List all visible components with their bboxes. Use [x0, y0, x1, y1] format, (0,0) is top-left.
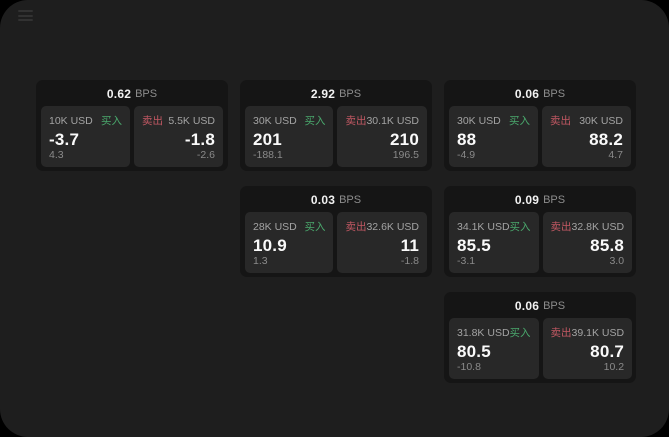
sell-amount: 32.6K USD: [366, 221, 419, 233]
quote-card: 0.09 BPS 34.1K USD 买入 85.5 -3.1 卖出 32.8K…: [444, 186, 636, 277]
sell-panel[interactable]: 卖出 5.5K USD -1.8 -2.6: [134, 106, 223, 167]
menu-icon[interactable]: [18, 10, 33, 21]
buy-panel[interactable]: 10K USD 买入 -3.7 4.3: [41, 106, 130, 167]
quote-card: 2.92 BPS 30K USD 买入 201 -188.1 卖出 30.1K …: [240, 80, 432, 171]
bps-unit-label: BPS: [135, 87, 158, 100]
buy-panel[interactable]: 34.1K USD 买入 85.5 -3.1: [449, 212, 539, 273]
sell-delta: -1.8: [400, 255, 419, 267]
bps-value: 2.92: [310, 86, 336, 101]
bps-value: 0.06: [514, 298, 540, 313]
buy-side-label: 买入: [101, 115, 122, 127]
sell-price: 11: [400, 236, 419, 255]
buy-price: 88: [457, 130, 477, 149]
card-body: 30K USD 买入 88 -4.9 卖出 30K USD 88.2 4.7: [444, 106, 636, 167]
sell-panel[interactable]: 卖出 32.8K USD 85.8 3.0: [542, 212, 633, 273]
card-header: 0.06 BPS: [444, 80, 636, 106]
card-header: 0.06 BPS: [444, 292, 636, 318]
card-header: 0.09 BPS: [444, 186, 636, 212]
buy-amount: 31.8K USD: [457, 327, 510, 339]
sell-side-label: 卖出: [550, 221, 572, 233]
card-body: 31.8K USD 买入 80.5 -10.8 卖出 39.1K USD 80.…: [444, 318, 636, 379]
card-body: 10K USD 买入 -3.7 4.3 卖出 5.5K USD -1.8 -2.…: [36, 106, 228, 167]
menu-icon-bar: [18, 10, 33, 12]
buy-price: 80.5: [457, 342, 491, 361]
sell-side-label: 卖出: [345, 221, 367, 233]
sell-panel[interactable]: 卖出 32.6K USD 11 -1.8: [337, 212, 427, 273]
bps-value: 0.09: [514, 192, 540, 207]
sell-delta: 4.7: [608, 149, 623, 161]
bps-unit-label: BPS: [543, 299, 566, 312]
buy-delta: 4.3: [49, 149, 64, 161]
buy-amount: 34.1K USD: [457, 221, 510, 233]
buy-panel[interactable]: 28K USD 买入 10.9 1.3: [245, 212, 334, 273]
sell-panel[interactable]: 卖出 30.1K USD 210 196.5: [337, 106, 427, 167]
sell-amount: 30K USD: [579, 115, 623, 127]
bps-value: 0.06: [514, 86, 540, 101]
sell-side-label: 卖出: [550, 327, 572, 339]
bps-unit-label: BPS: [339, 87, 362, 100]
buy-delta: -10.8: [457, 361, 481, 373]
sell-panel[interactable]: 卖出 30K USD 88.2 4.7: [542, 106, 631, 167]
sell-price: 85.8: [590, 236, 625, 255]
sell-delta: 196.5: [392, 149, 419, 161]
buy-price: -3.7: [49, 130, 80, 149]
sell-price: 210: [390, 130, 419, 149]
card-body: 30K USD 买入 201 -188.1 卖出 30.1K USD 210 1…: [240, 106, 432, 167]
buy-amount: 30K USD: [253, 115, 297, 127]
buy-side-label: 买入: [304, 115, 326, 127]
sell-amount: 32.8K USD: [571, 221, 625, 233]
card-body: 34.1K USD 买入 85.5 -3.1 卖出 32.8K USD 85.8…: [444, 212, 636, 273]
quote-card: 0.03 BPS 28K USD 买入 10.9 1.3 卖出 32.6K US…: [240, 186, 432, 277]
bps-unit-label: BPS: [543, 87, 566, 100]
buy-panel[interactable]: 30K USD 买入 88 -4.9: [449, 106, 538, 167]
sell-side-label: 卖出: [345, 115, 367, 127]
bps-unit-label: BPS: [339, 193, 362, 206]
buy-panel[interactable]: 31.8K USD 买入 80.5 -10.8: [449, 318, 539, 379]
card-header: 0.03 BPS: [240, 186, 432, 212]
buy-price: 10.9: [253, 236, 287, 255]
buy-side-label: 买入: [509, 115, 530, 127]
buy-price: 85.5: [457, 236, 491, 255]
sell-price: 88.2: [589, 130, 623, 149]
buy-delta: 1.3: [253, 255, 268, 267]
sell-side-label: 卖出: [142, 115, 163, 127]
card-body: 28K USD 买入 10.9 1.3 卖出 32.6K USD 11 -1.8: [240, 212, 432, 273]
sell-delta: -2.6: [196, 149, 215, 161]
sell-price: -1.8: [184, 130, 215, 149]
buy-amount: 30K USD: [457, 115, 501, 127]
buy-side-label: 买入: [509, 327, 531, 339]
sell-side-label: 卖出: [550, 115, 571, 127]
bps-unit-label: BPS: [543, 193, 566, 206]
sell-amount: 30.1K USD: [366, 115, 419, 127]
quote-card: 0.62 BPS 10K USD 买入 -3.7 4.3 卖出 5.5K USD…: [36, 80, 228, 171]
buy-panel[interactable]: 30K USD 买入 201 -188.1: [245, 106, 334, 167]
buy-amount: 28K USD: [253, 221, 297, 233]
quote-card: 0.06 BPS 31.8K USD 买入 80.5 -10.8 卖出 39.1…: [444, 292, 636, 383]
buy-delta: -3.1: [457, 255, 476, 267]
buy-amount: 10K USD: [49, 115, 93, 127]
buy-delta: -188.1: [253, 149, 283, 161]
sell-delta: 3.0: [609, 255, 625, 267]
buy-price: 201: [253, 130, 282, 149]
bps-value: 0.03: [310, 192, 336, 207]
buy-side-label: 买入: [509, 221, 531, 233]
sell-amount: 39.1K USD: [571, 327, 625, 339]
menu-icon-bar: [18, 14, 33, 17]
bps-value: 0.62: [106, 86, 132, 101]
menu-icon-bar: [18, 19, 33, 21]
buy-side-label: 买入: [304, 221, 326, 233]
sell-panel[interactable]: 卖出 39.1K USD 80.7 10.2: [542, 318, 633, 379]
quote-card: 0.06 BPS 30K USD 买入 88 -4.9 卖出 30K USD 8…: [444, 80, 636, 171]
sell-delta: 10.2: [603, 361, 625, 373]
sell-amount: 5.5K USD: [168, 115, 215, 127]
buy-delta: -4.9: [457, 149, 476, 161]
card-header: 2.92 BPS: [240, 80, 432, 106]
card-header: 0.62 BPS: [36, 80, 228, 106]
sell-price: 80.7: [590, 342, 625, 361]
